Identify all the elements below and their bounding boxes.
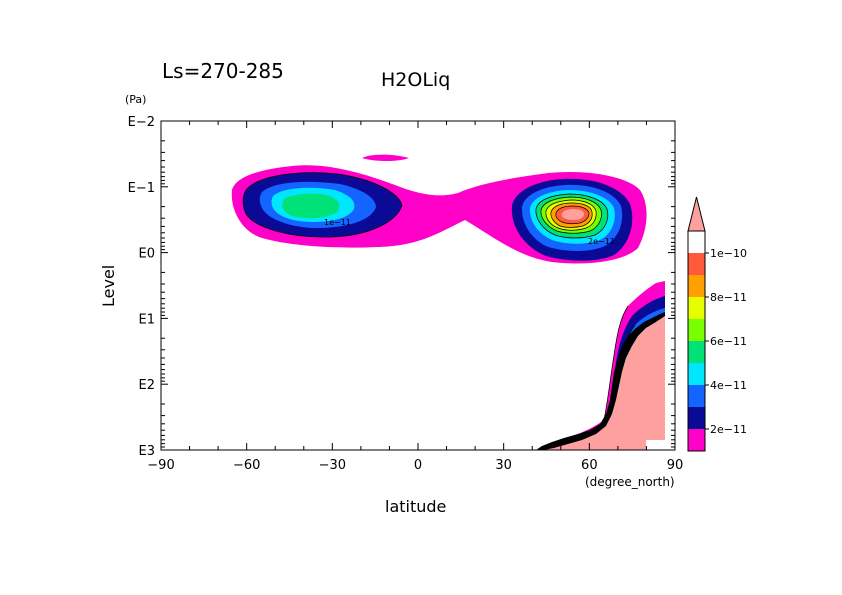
x-tick-label: 30 — [495, 458, 512, 473]
y-axis-label: Level — [99, 265, 118, 307]
x-tick-label: −90 — [147, 458, 174, 473]
upper-wisp — [362, 154, 409, 161]
x-tick-label: 0 — [414, 458, 422, 473]
y-tick-label: E−1 — [128, 181, 155, 196]
colorbar-swatch — [688, 319, 705, 341]
colorbar-overflow-arrow — [687, 196, 706, 232]
x-units-label: (degree_north) — [585, 475, 675, 489]
colorbar: 2e−11 4e−11 6e−11 8e−11 1e−10 — [687, 196, 747, 452]
y-units-label: (Pa) — [125, 93, 146, 106]
period-label: Ls=270-285 — [162, 59, 284, 83]
x-axis-label: latitude — [385, 497, 446, 516]
colorbar-swatch — [688, 341, 705, 363]
colorbar-swatch — [688, 297, 705, 319]
y-tick-label: E2 — [139, 378, 156, 393]
north-level-10 — [561, 209, 584, 220]
colorbar-tick-label: 4e−11 — [710, 379, 747, 392]
x-axis-ticks — [160, 121, 676, 450]
colorbar-tick-label: 2e−11 — [710, 423, 747, 436]
x-tick-label: 60 — [581, 458, 598, 473]
colorbar-top-spacer — [688, 231, 705, 253]
surface-white-patch — [646, 440, 665, 450]
colorbar-swatch — [688, 275, 705, 297]
y-axis-ticks — [161, 120, 675, 451]
colorbar-swatch — [688, 385, 705, 407]
colorbar-tick-label: 6e−11 — [710, 335, 747, 348]
y-tick-label: E1 — [139, 312, 156, 327]
south-level-5 — [282, 193, 340, 219]
colorbar-swatch — [688, 407, 705, 429]
y-tick-label: E0 — [139, 247, 156, 262]
contour-label-south: 1e−11 — [324, 218, 351, 227]
x-tick-label: −60 — [233, 458, 260, 473]
plot-frame — [160, 120, 676, 451]
colorbar-swatch — [688, 363, 705, 385]
topography-fill — [544, 316, 665, 450]
y-axis-tick-labels: E−2 E−1 E0 E1 E2 E3 — [128, 115, 155, 459]
colorbar-tick-label: 1e−10 — [710, 247, 747, 260]
x-axis-tick-labels: −90 −60 −30 0 30 60 90 — [147, 458, 683, 473]
x-tick-label: −30 — [319, 458, 346, 473]
y-tick-label: E−2 — [128, 115, 155, 130]
colorbar-swatch — [688, 253, 705, 275]
contour-label-north: 2e−11 — [588, 237, 615, 246]
colorbar-tick-label: 8e−11 — [710, 291, 747, 304]
colorbar-swatch — [688, 429, 705, 451]
chart-title: H2OLiq — [381, 69, 450, 91]
contour-field — [231, 154, 665, 450]
x-tick-label: 90 — [667, 458, 684, 473]
y-tick-label: E3 — [139, 444, 156, 459]
